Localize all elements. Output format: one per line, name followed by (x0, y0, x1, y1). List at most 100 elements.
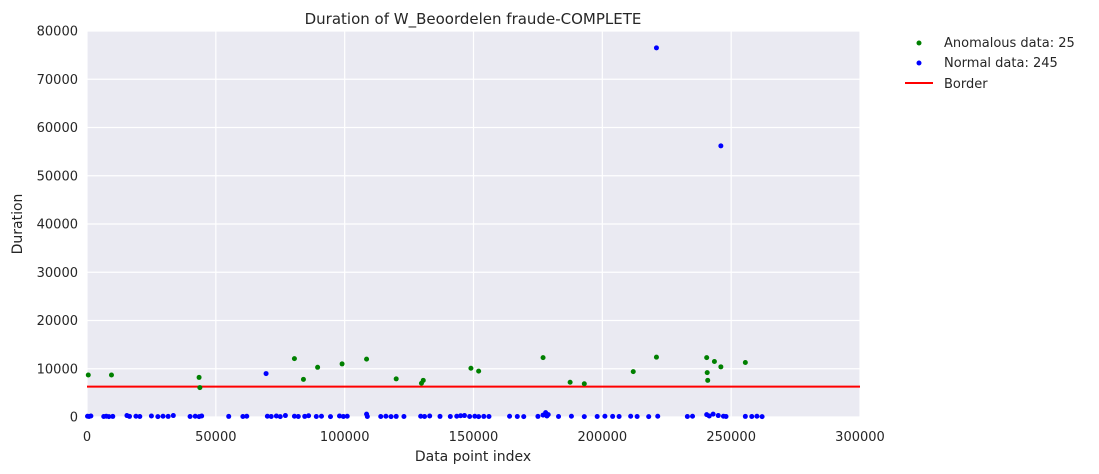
normal-point (486, 414, 492, 420)
normal-point (454, 413, 460, 419)
normal-point (653, 45, 659, 51)
y-tick-label: 50000 (37, 169, 78, 184)
legend-label-border: Border (944, 77, 988, 92)
normal-point (476, 414, 482, 420)
normal-point (137, 414, 143, 420)
normal-point (481, 413, 487, 419)
normal-point (160, 413, 166, 419)
normal-point (437, 413, 443, 419)
anomalous-point (718, 364, 724, 370)
grid-lines (86, 30, 861, 418)
anomalous-point (630, 369, 636, 375)
normal-point (602, 413, 608, 419)
normal-point (88, 413, 94, 419)
x-tick-label: 50000 (195, 430, 236, 445)
normal-point (240, 414, 246, 420)
normal-point (514, 414, 520, 420)
normal-point (199, 413, 205, 419)
normal-point (646, 414, 652, 420)
normal-point (133, 413, 139, 419)
anomalous-point (85, 372, 91, 378)
normal-point (706, 413, 712, 419)
normal-point (244, 413, 250, 419)
anomalous-point (567, 379, 573, 385)
anomalous-point (291, 356, 297, 362)
chart-title: Duration of W_Beoordelen fraude-COMPLETE (305, 10, 642, 29)
normal-point (568, 413, 574, 419)
data-points (85, 45, 765, 420)
normal-point (393, 413, 399, 419)
x-tick-labels: 0 50000 100000 150000 200000 250000 300000 (83, 430, 885, 445)
y-tick-label: 10000 (37, 362, 78, 377)
normal-point (401, 414, 407, 420)
normal-point (718, 143, 724, 149)
normal-point (690, 413, 696, 419)
anomalous-point (704, 370, 710, 376)
x-tick-label: 0 (83, 430, 91, 445)
normal-point (634, 414, 640, 420)
anomalous-point (300, 376, 306, 382)
normal-point (535, 413, 541, 419)
x-axis-label: Data point index (415, 449, 531, 465)
normal-point (192, 413, 198, 419)
y-tick-labels: 0 10000 20000 30000 40000 50000 60000 70000 8000… (37, 25, 78, 426)
normal-point (715, 413, 721, 419)
normal-point (268, 414, 274, 420)
legend: Anomalous data: 25 Normal data: 245 Bord… (905, 36, 1075, 92)
x-tick-label: 100000 (320, 430, 370, 445)
normal-point (291, 413, 297, 419)
normal-point (581, 414, 587, 420)
y-tick-label: 20000 (37, 314, 78, 329)
y-axis-label: Duration (10, 194, 26, 255)
normal-point (148, 413, 154, 419)
normal-point (302, 413, 308, 419)
normal-point (759, 414, 765, 420)
legend-label-anomalous: Anomalous data: 25 (944, 36, 1075, 51)
normal-point (422, 414, 428, 420)
normal-point (127, 413, 133, 419)
normal-point (507, 413, 513, 419)
normal-point (742, 413, 748, 419)
y-tick-label: 0 (70, 411, 78, 426)
legend-marker-anomalous (916, 40, 922, 46)
normal-point (155, 414, 161, 420)
normal-point (264, 413, 270, 419)
normal-point (684, 414, 690, 420)
y-tick-label: 40000 (37, 218, 78, 233)
anomalous-point (705, 377, 711, 383)
anomalous-point (315, 364, 321, 370)
legend-marker-normal (916, 60, 922, 66)
normal-point (165, 413, 171, 419)
anomalous-point (393, 376, 399, 382)
anomalous-point (653, 354, 659, 360)
normal-point (226, 413, 232, 419)
anomalous-point (476, 368, 482, 374)
normal-point (277, 414, 283, 420)
normal-point (306, 413, 312, 419)
normal-point (427, 413, 433, 419)
anomalous-point (420, 377, 426, 383)
anomalous-point (742, 359, 748, 365)
normal-point (655, 413, 661, 419)
anomalous-point (704, 355, 710, 361)
legend-label-normal: Normal data: 245 (944, 56, 1058, 71)
anomalous-point (197, 385, 203, 391)
normal-point (458, 413, 464, 419)
series-normal (85, 45, 765, 420)
x-tick-label: 250000 (706, 430, 756, 445)
normal-point (313, 414, 319, 420)
normal-point (263, 371, 269, 377)
normal-point (337, 413, 343, 419)
normal-point (616, 414, 622, 420)
normal-point (521, 414, 527, 420)
normal-point (327, 414, 333, 420)
normal-point (344, 413, 350, 419)
anomalous-point (364, 356, 370, 362)
anomalous-point (108, 372, 114, 378)
normal-point (170, 413, 176, 419)
normal-point (388, 414, 394, 420)
normal-point (282, 413, 288, 419)
normal-point (723, 414, 729, 420)
y-tick-label: 30000 (37, 266, 78, 281)
